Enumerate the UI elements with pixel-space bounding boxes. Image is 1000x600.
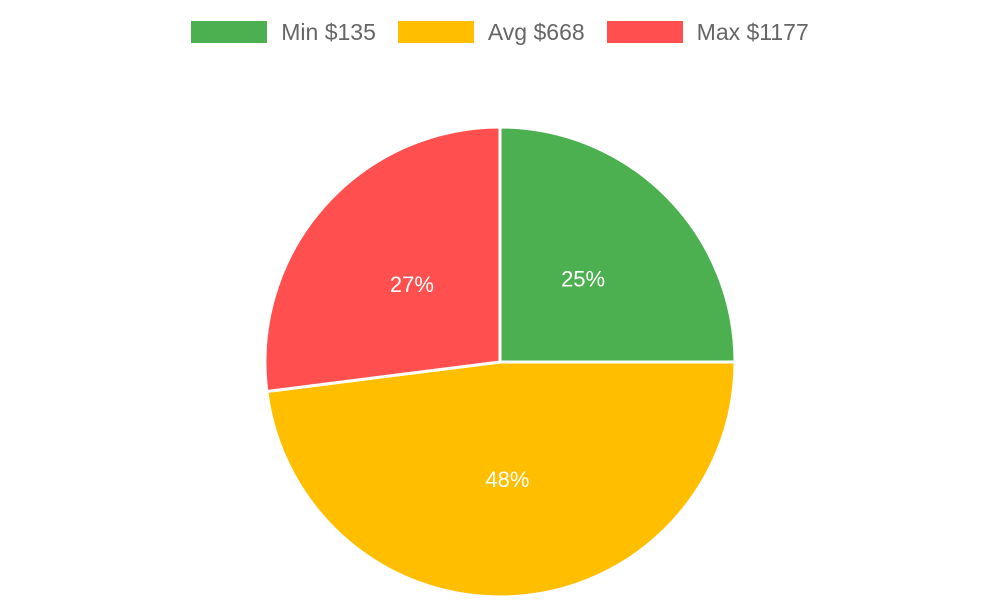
legend-label-avg: Avg $668 bbox=[487, 19, 585, 45]
slice-avg[interactable] bbox=[265, 360, 737, 599]
slice-avg-label: 48% bbox=[485, 467, 529, 492]
slice-max-label: 27% bbox=[390, 272, 434, 297]
legend-label-max: Max $1177 bbox=[696, 19, 809, 45]
slice-min[interactable] bbox=[498, 125, 737, 364]
legend-item-max[interactable]: Max $1177 bbox=[606, 18, 809, 46]
slice-max[interactable] bbox=[263, 125, 502, 393]
legend-swatch-min bbox=[191, 21, 268, 43]
slice-min-label: 25% bbox=[561, 266, 605, 291]
legend-item-avg[interactable]: Avg $668 bbox=[397, 18, 585, 46]
legend-item-min[interactable]: Min $135 bbox=[191, 18, 376, 46]
legend-swatch-max bbox=[606, 21, 683, 43]
legend-swatch-avg bbox=[397, 21, 474, 43]
chart-legend: Min $135 Avg $668 Max $1177 bbox=[0, 18, 1000, 46]
legend-label-min: Min $135 bbox=[281, 19, 376, 45]
